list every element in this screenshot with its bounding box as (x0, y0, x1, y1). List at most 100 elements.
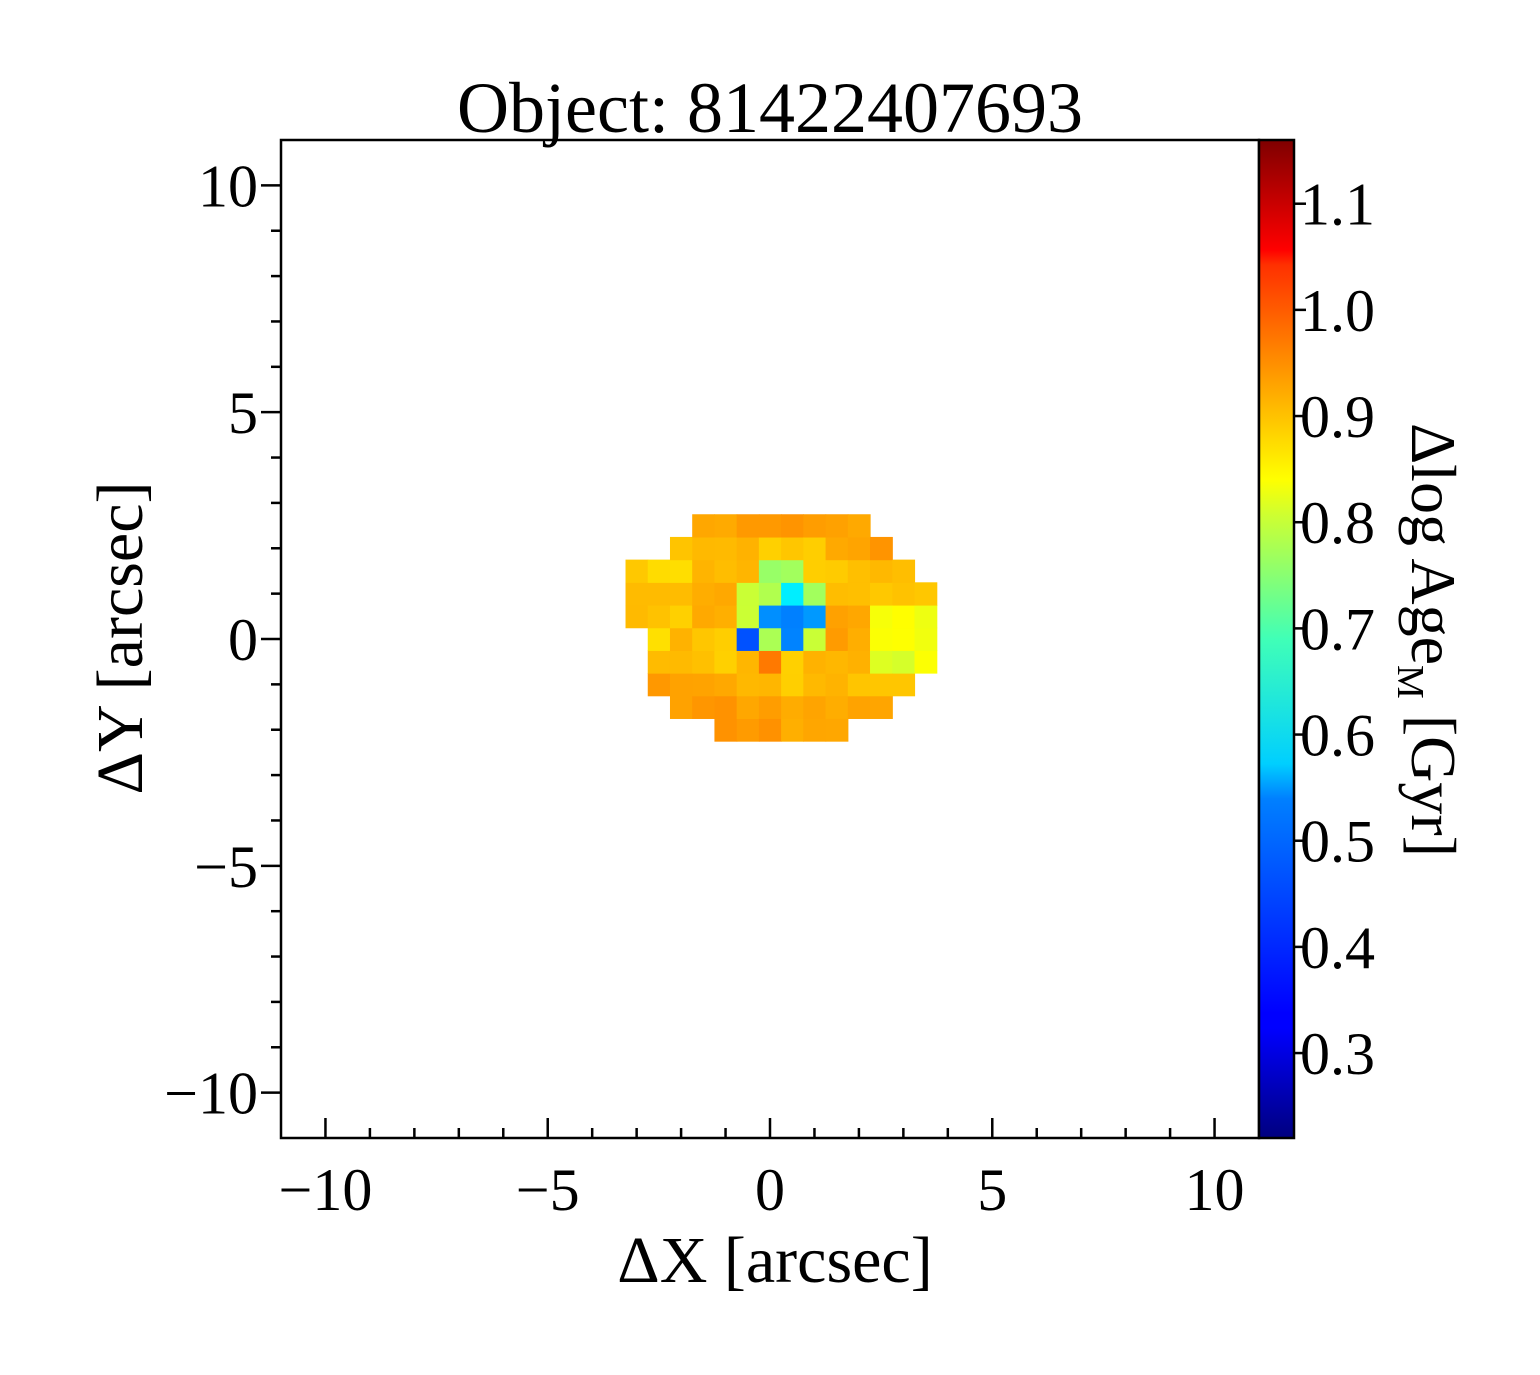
colorbar-tick-label: 0.5 (1300, 809, 1375, 875)
heatmap-pixel (825, 604, 849, 629)
heatmap-pixel (692, 582, 716, 606)
heatmap-pixel (758, 582, 782, 606)
x-tick-label: 0 (755, 1157, 785, 1223)
heatmap-pixel (669, 650, 693, 674)
heatmap-pixel (825, 673, 849, 697)
heatmap-pixel (825, 559, 849, 583)
heatmap-pixel (758, 604, 782, 629)
heatmap-pixel (625, 582, 649, 606)
heatmap-pixel (825, 627, 849, 651)
heatmap-pixel (892, 582, 916, 606)
heatmap-pixel (692, 559, 716, 583)
colorbar-tick-label: 0.8 (1300, 490, 1375, 556)
heatmap-pixel (758, 536, 782, 561)
heatmap-pixel (736, 627, 760, 651)
heatmap-pixel (669, 604, 693, 629)
heatmap-pixel (625, 604, 649, 629)
heatmap-pixel (758, 559, 782, 583)
heatmap-pixel (625, 559, 649, 583)
colorbar-tick-label: 1.0 (1300, 278, 1375, 344)
heatmap-pixel (892, 627, 916, 651)
heatmap-pixel (758, 627, 782, 651)
heatmap-pixel (870, 695, 893, 719)
heatmap-pixel (758, 514, 782, 538)
heatmap-pixel (825, 695, 849, 719)
heatmap-pixel (870, 536, 893, 561)
y-tick-label: 0 (228, 607, 258, 673)
heatmap-pixel (803, 604, 827, 629)
heatmap-pixel (803, 559, 827, 583)
heatmap-pixel (781, 627, 804, 651)
heatmap-pixel (714, 536, 738, 561)
heatmap-pixel (847, 604, 871, 629)
heatmap-pixel (692, 604, 716, 629)
heatmap-pixel (669, 627, 693, 651)
heatmap-pixel (692, 536, 716, 561)
heatmap-pixel (647, 673, 671, 697)
heatmap-pixel (736, 559, 760, 583)
heatmap-pixel (914, 627, 938, 651)
heatmap-pixel (870, 650, 893, 674)
heatmap-pixel (847, 650, 871, 674)
heatmap-pixel (847, 559, 871, 583)
heatmap-pixel (692, 673, 716, 697)
heatmap-pixel (914, 604, 938, 629)
heatmap-pixel (714, 650, 738, 674)
colorbar-tick-label: 0.7 (1300, 596, 1375, 662)
heatmap-pixel (669, 559, 693, 583)
heatmap-pixel (847, 695, 871, 719)
heatmap-pixel (892, 673, 916, 697)
colorbar-tick-label: 0.9 (1300, 384, 1375, 450)
heatmap-pixel (803, 695, 827, 719)
heatmap-pixel (892, 650, 916, 674)
heatmap-pixel (781, 514, 804, 538)
heatmap-pixel (870, 559, 893, 583)
heatmap-pixel (870, 582, 893, 606)
heatmap-pixel (714, 718, 738, 742)
heatmap-pixel (870, 673, 893, 697)
y-tick-label: 5 (228, 380, 258, 446)
heatmap-pixel (781, 673, 804, 697)
heatmap-pixel (825, 650, 849, 674)
heatmap-pixel (736, 695, 760, 719)
heatmap-pixel (714, 695, 738, 719)
colorbar-label: Δlog AgeM [Gyr] (1389, 423, 1469, 857)
heatmap-pixel (714, 627, 738, 651)
heatmap-pixel (669, 582, 693, 606)
heatmap-pixel (692, 650, 716, 674)
colorbar-tick-label: 0.3 (1300, 1021, 1375, 1087)
heatmap-pixel (847, 673, 871, 697)
colorbar-label-main: Δlog Age (1398, 423, 1469, 665)
colorbar-ticks: 0.3 0.4 0.5 0.6 0.7 0.8 0.9 1.0 1.1 (1294, 172, 1375, 1087)
heatmap-pixel (781, 650, 804, 674)
heatmap-pixel (736, 604, 760, 629)
heatmap-pixel (714, 514, 738, 538)
heatmap-pixel (647, 559, 671, 583)
y-tick-label: −5 (194, 834, 258, 900)
heatmap-pixel (714, 559, 738, 583)
colorbar-tick-label: 1.1 (1300, 172, 1375, 238)
heatmap-pixel (669, 695, 693, 719)
heatmap-pixel (847, 582, 871, 606)
heatmap-pixel (892, 559, 916, 583)
heatmap-pixel (647, 627, 671, 651)
heatmap-pixel (825, 536, 849, 561)
heatmap-pixel (781, 559, 804, 583)
colorbar-tick-label: 0.6 (1300, 703, 1375, 769)
heatmap-pixel (870, 604, 893, 629)
y-axis-label: ΔY [arcsec] (84, 482, 157, 795)
heatmap-pixel (781, 536, 804, 561)
heatmap-pixel (870, 627, 893, 651)
heatmap-pixel (692, 627, 716, 651)
heatmap-pixel (914, 650, 938, 674)
heatmap-pixel (647, 650, 671, 674)
heatmap-pixel (803, 718, 827, 742)
heatmap-pixel (647, 604, 671, 629)
heatmap-pixel (914, 582, 938, 606)
heatmap-pixel (736, 514, 760, 538)
heatmap-pixel (825, 582, 849, 606)
heatmap-pixel (692, 514, 716, 538)
heatmap-pixel (803, 536, 827, 561)
heatmap-pixel (825, 514, 849, 538)
